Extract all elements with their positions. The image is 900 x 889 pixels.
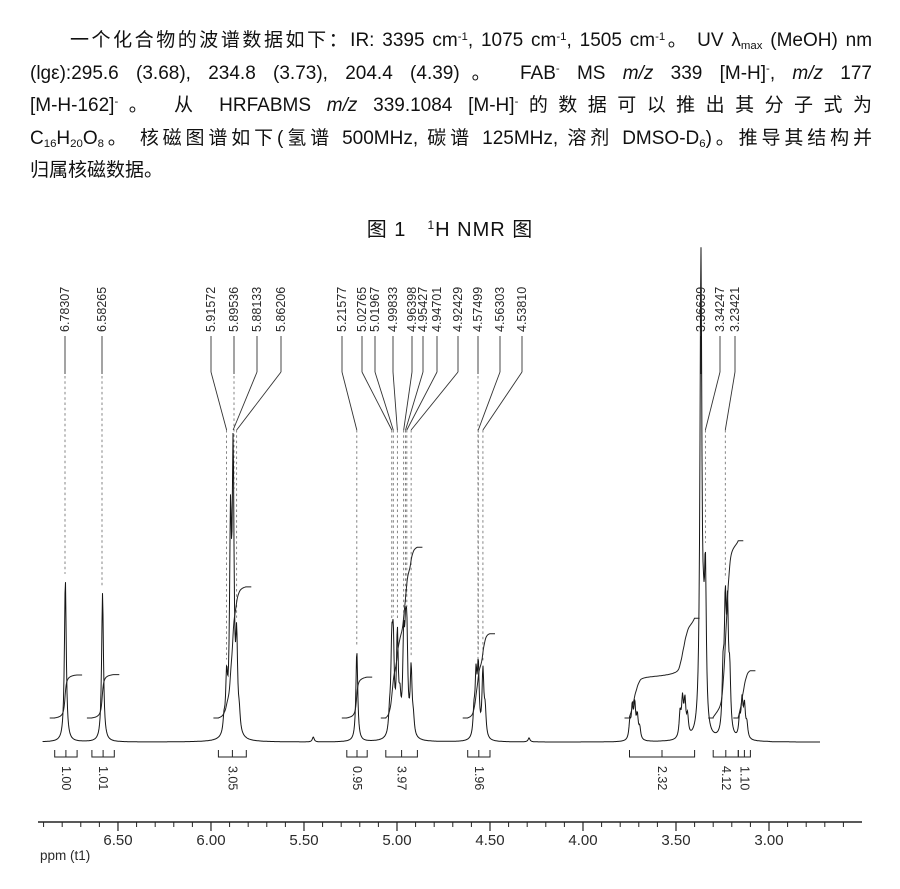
peak-label: 5.91572 [204, 287, 218, 332]
peak-label: 3.36639 [694, 287, 708, 332]
integral-value: 2.32 [655, 766, 669, 790]
x-axis-tick-label: 5.50 [289, 832, 318, 849]
peak-label: 6.78307 [58, 287, 72, 332]
integral-curve [733, 670, 756, 719]
peak-label: 3.34247 [713, 287, 727, 332]
integral-value: 1.00 [59, 766, 73, 790]
peak-label: 4.57499 [471, 287, 485, 332]
problem-text-line: 归属核磁数据。 [30, 160, 164, 181]
peak-label: 4.53810 [515, 287, 529, 332]
x-axis-tick-label: 4.00 [568, 832, 597, 849]
integral-curve [462, 633, 495, 719]
integral-value: 1.01 [96, 766, 110, 790]
peak-label: 5.86206 [274, 287, 288, 332]
integral-bracket [712, 750, 739, 758]
integral-bracket [54, 750, 78, 758]
integral-value: 1.10 [737, 766, 751, 790]
peak-label: 4.99833 [386, 287, 400, 332]
integral-curve [708, 540, 744, 719]
integral-value: 1.96 [472, 766, 486, 790]
problem-text-line: (lgε):295.6 (3.68), 234.8 (3.73), 204.4 … [30, 62, 872, 84]
integral-brackets [54, 750, 751, 758]
peak-label: 5.21577 [335, 287, 349, 332]
integral-value: 3.05 [225, 766, 239, 790]
problem-statement: 一个化合物的波谱数据如下：IR: 3395 cm-1, 1075 cm-1, 1… [30, 26, 872, 187]
peak-label-leaders [64, 336, 736, 661]
problem-text-line: [M-H-162]-。 从 HRFABMS m/z 339.1084 [M-H]… [30, 95, 872, 116]
integral-curve [380, 546, 423, 719]
peak-label: 4.56303 [493, 287, 507, 332]
x-axis-tick-label: 6.50 [103, 832, 132, 849]
integral-value: 0.95 [350, 766, 364, 790]
peak-label: 4.92429 [451, 287, 465, 332]
problem-text-line: C16H20O8。 核磁图谱如下(氢谱 500MHz, 碳谱 125MHz, 溶… [30, 127, 873, 150]
peak-label: 4.94701 [430, 287, 444, 332]
peak-label: 5.89536 [227, 287, 241, 332]
peak-label: 3.23421 [728, 287, 742, 332]
problem-text-line: 一个化合物的波谱数据如下：IR: 3395 cm-1, 1075 cm-1, 1… [70, 30, 873, 53]
peak-label: 4.95427 [416, 287, 430, 332]
integral-bracket [467, 750, 491, 758]
peak-label: 5.01967 [368, 287, 382, 332]
integral-bracket [217, 750, 247, 758]
integral-value: 3.97 [395, 766, 409, 790]
integral-curves [49, 540, 756, 719]
integral-bracket [346, 750, 368, 758]
spectrum-curve [42, 247, 820, 743]
figure-caption: 图 1 1H NMR 图 [366, 218, 534, 241]
peak-label: 5.88133 [250, 287, 264, 332]
x-axis: 6.50 6.00 5.50 5.00 4.50 4.00 3.50 3.00 ppm (t1) [38, 821, 862, 863]
spectrum-trace [42, 247, 820, 743]
x-axis-tick-label: 6.00 [196, 832, 225, 849]
x-axis-tick-label: 5.00 [382, 832, 411, 849]
integral-bracket [629, 750, 696, 758]
peak-label: 6.58265 [95, 287, 109, 332]
x-axis-tick-label: 3.00 [754, 832, 783, 849]
integral-curve [86, 674, 120, 719]
integral-curve [213, 586, 252, 719]
integral-curve [341, 676, 373, 719]
integral-values: 1.00 1.01 3.05 0.95 3.97 1.96 2.32 4.12 1.10 [59, 766, 751, 790]
integral-value: 4.12 [719, 766, 733, 790]
axis-unit-label: ppm (t1) [40, 848, 90, 863]
x-axis-tick-label: 3.50 [661, 832, 690, 849]
peak-labels: 6.78307 6.58265 5.91572 5.89536 5.88133 5.862… [58, 287, 742, 332]
peak-label: 4.96398 [405, 287, 419, 332]
integral-bracket [737, 750, 751, 758]
integral-curve [49, 674, 83, 719]
x-axis-tick-label: 4.50 [475, 832, 504, 849]
integral-curve [624, 617, 700, 719]
integral-bracket [385, 750, 418, 758]
integral-bracket [91, 750, 115, 758]
peak-label: 5.02765 [355, 287, 369, 332]
